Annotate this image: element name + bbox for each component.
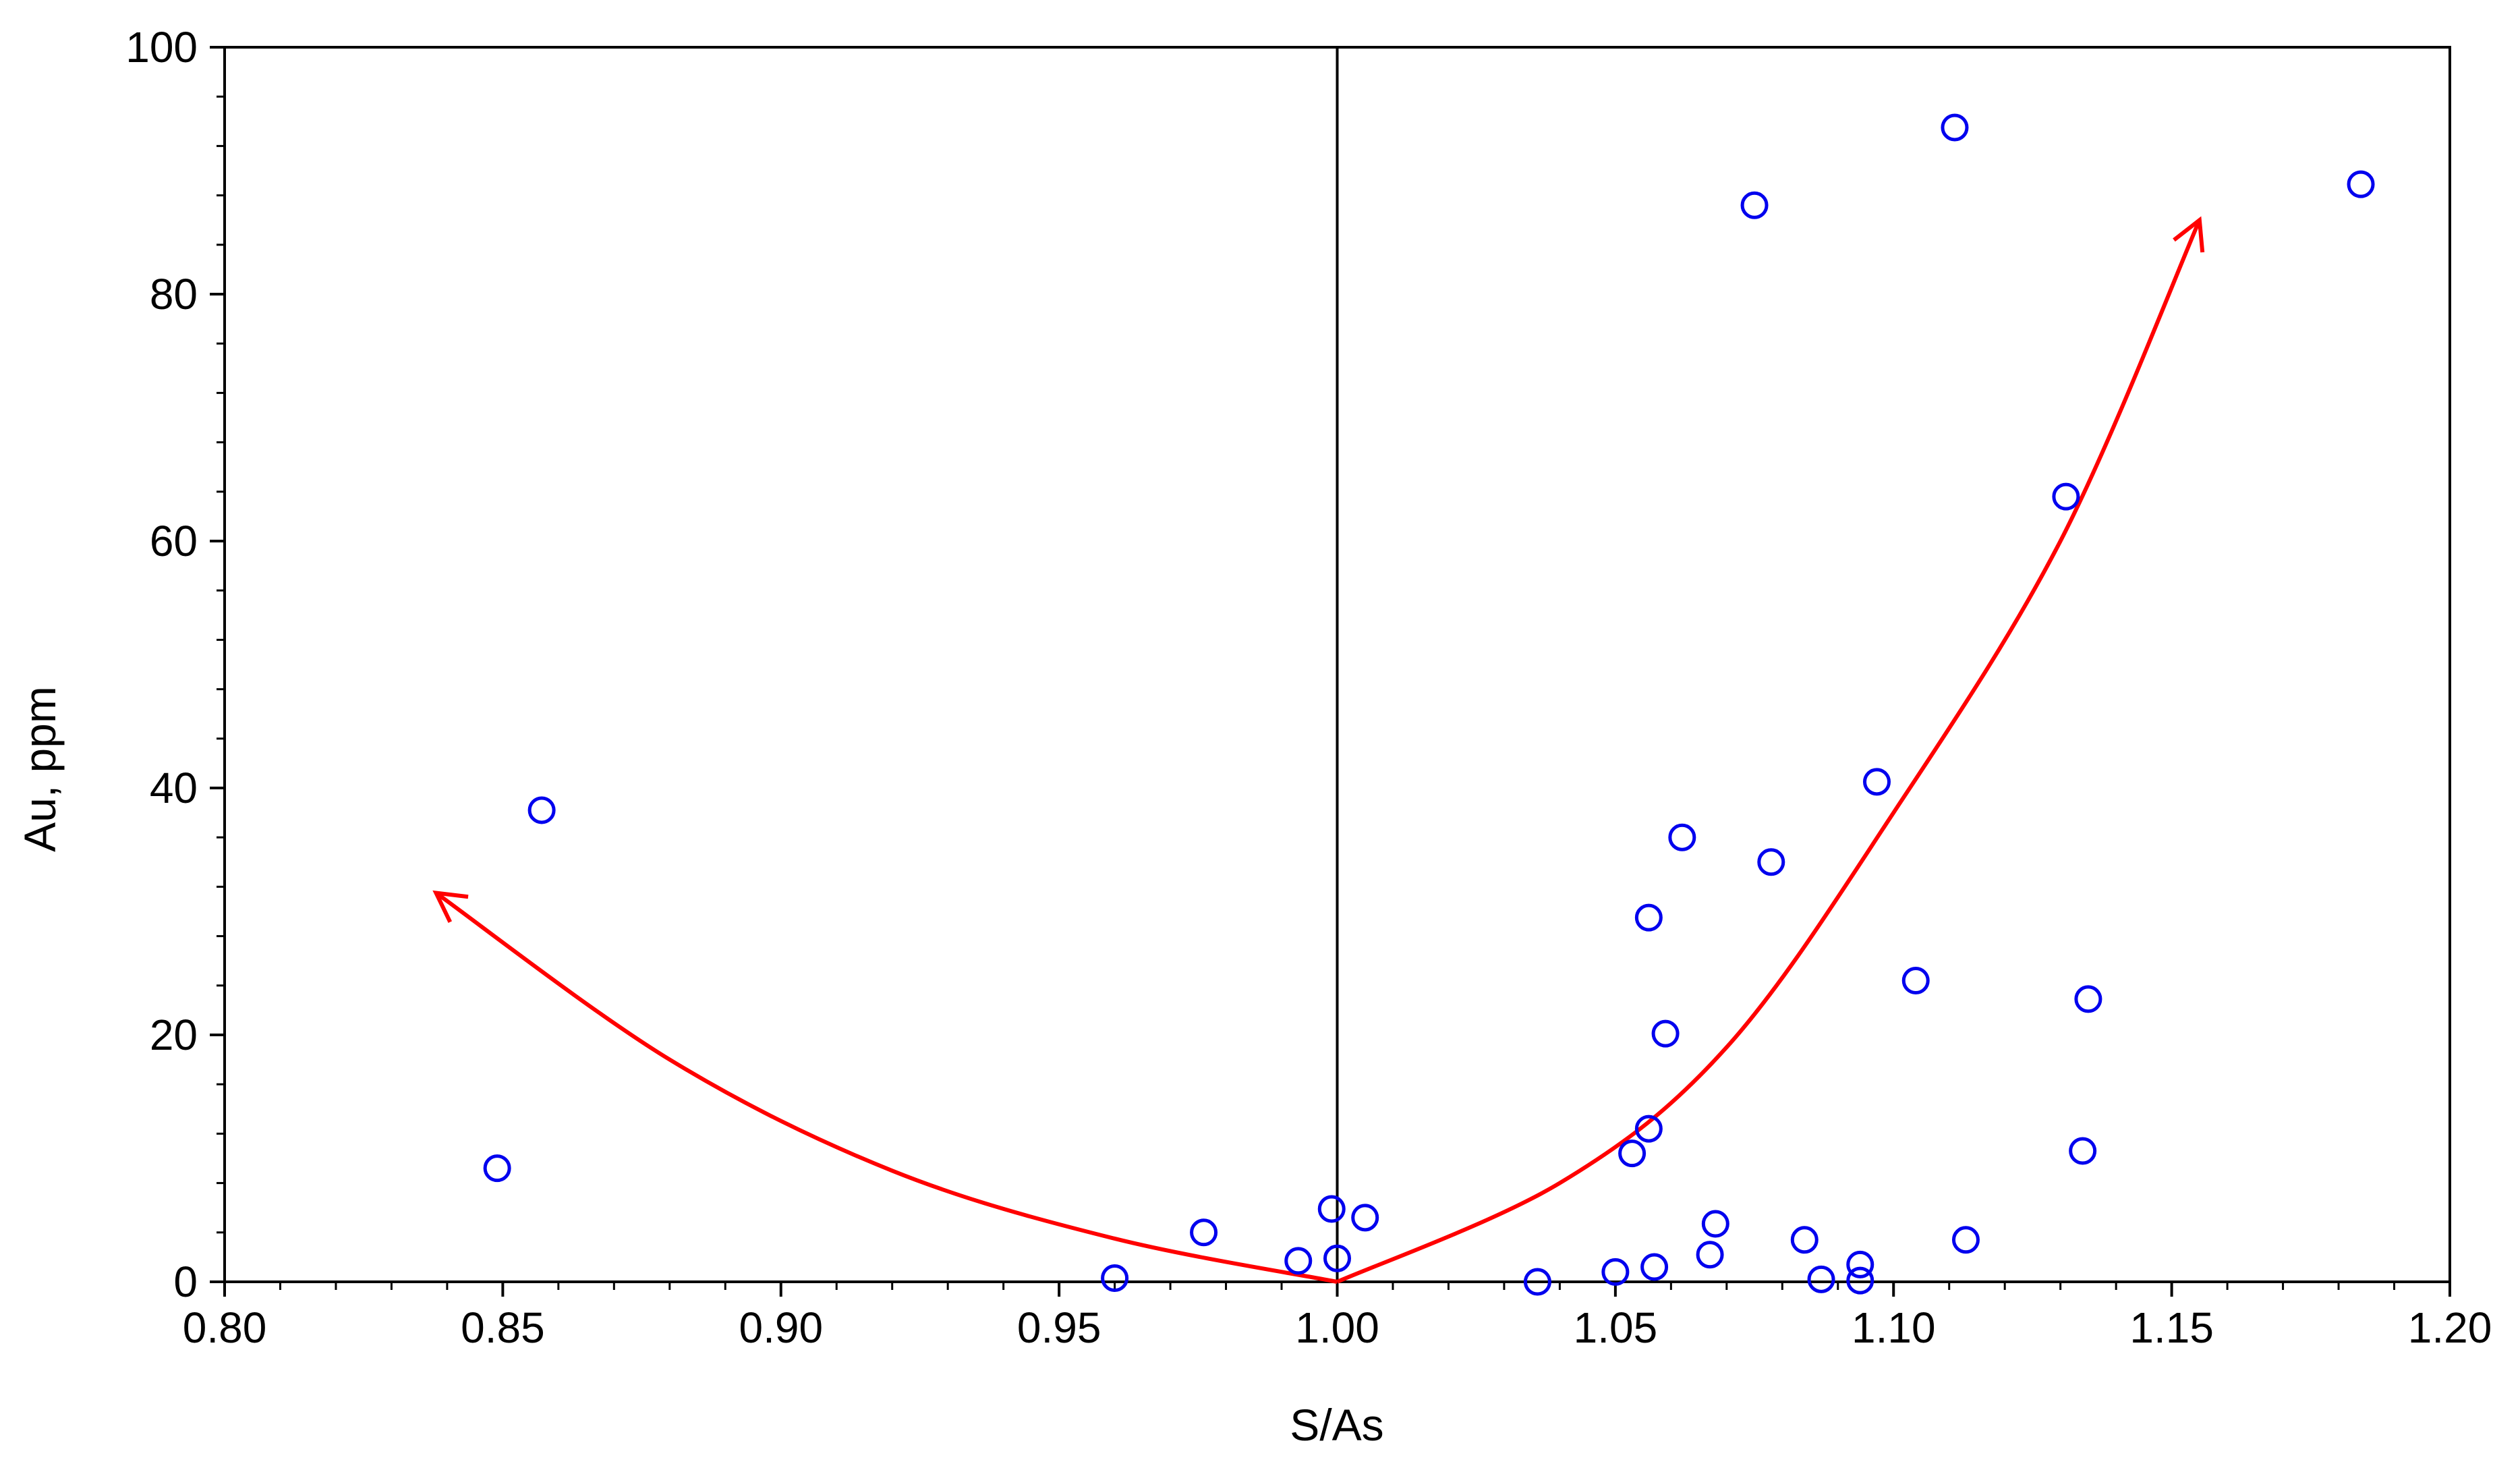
axes-layer: [210, 46, 2451, 1297]
data-point: [1101, 1264, 1129, 1293]
data-point: [1701, 1210, 1729, 1238]
data-point: [1323, 1244, 1351, 1272]
x-tick-label: 0.80: [183, 1303, 267, 1352]
points-layer: [483, 113, 2375, 1296]
y-tick-label: 60: [150, 517, 198, 565]
data-point: [1634, 903, 1663, 932]
data-point: [2074, 985, 2102, 1013]
data-point: [1846, 1250, 1874, 1278]
x-tick-label: 1.10: [1852, 1303, 1936, 1352]
data-point: [1740, 191, 1769, 219]
data-point: [1696, 1241, 1724, 1269]
data-point: [1790, 1226, 1819, 1254]
data-point: [1317, 1195, 1346, 1223]
y-tick-label: 40: [150, 764, 198, 812]
data-point: [527, 796, 556, 824]
data-point: [1846, 1266, 1874, 1295]
x-tick-label: 0.95: [1017, 1303, 1101, 1352]
data-point: [1901, 966, 1930, 994]
x-tick-label: 1.20: [2408, 1303, 2492, 1352]
trend-arrow-curve: [1336, 219, 2202, 1284]
x-tick-label: 0.85: [461, 1303, 545, 1352]
data-point: [1951, 1226, 1980, 1254]
data-point: [2347, 170, 2375, 198]
data-point: [1668, 823, 1696, 851]
y-axis-title: Au, ppm: [15, 686, 65, 852]
annotation-layer: [432, 216, 2205, 1284]
data-point: [1601, 1258, 1630, 1286]
y-tick-label: 20: [150, 1011, 198, 1059]
y-tick-label: 0: [173, 1258, 198, 1306]
trend-arrow-curve: [434, 891, 1338, 1284]
x-tick-label: 1.05: [1574, 1303, 1658, 1352]
data-point: [1863, 768, 1891, 796]
y-tick-label: 100: [125, 23, 198, 72]
x-tick-label: 1.00: [1295, 1303, 1379, 1352]
x-axis-title: S/As: [1290, 1400, 1383, 1450]
data-point: [483, 1154, 511, 1183]
data-point: [1351, 1204, 1379, 1232]
data-point: [1284, 1247, 1313, 1275]
data-point: [2052, 482, 2080, 511]
data-point: [1634, 1115, 1663, 1143]
data-point: [2069, 1137, 2097, 1165]
data-point: [1618, 1139, 1646, 1168]
y-tick-label: 80: [150, 270, 198, 318]
data-point: [1757, 848, 1785, 876]
data-point: [1523, 1268, 1551, 1296]
x-tick-label: 1.15: [2129, 1303, 2214, 1352]
tick-label-layer: 0.80 0.85 0.90 0.95 1.00 1.05 1.10 1.15 1.20 0 20 4…: [125, 23, 2492, 1352]
data-point: [1651, 1019, 1680, 1048]
trend-arrow-head: [2173, 216, 2205, 253]
data-point: [1807, 1265, 1835, 1293]
x-tick-label: 0.90: [739, 1303, 823, 1352]
data-point: [1640, 1253, 1669, 1281]
data-point: [1190, 1218, 1218, 1247]
trend-arrow-head: [432, 890, 469, 924]
data-point: [1941, 113, 1969, 142]
